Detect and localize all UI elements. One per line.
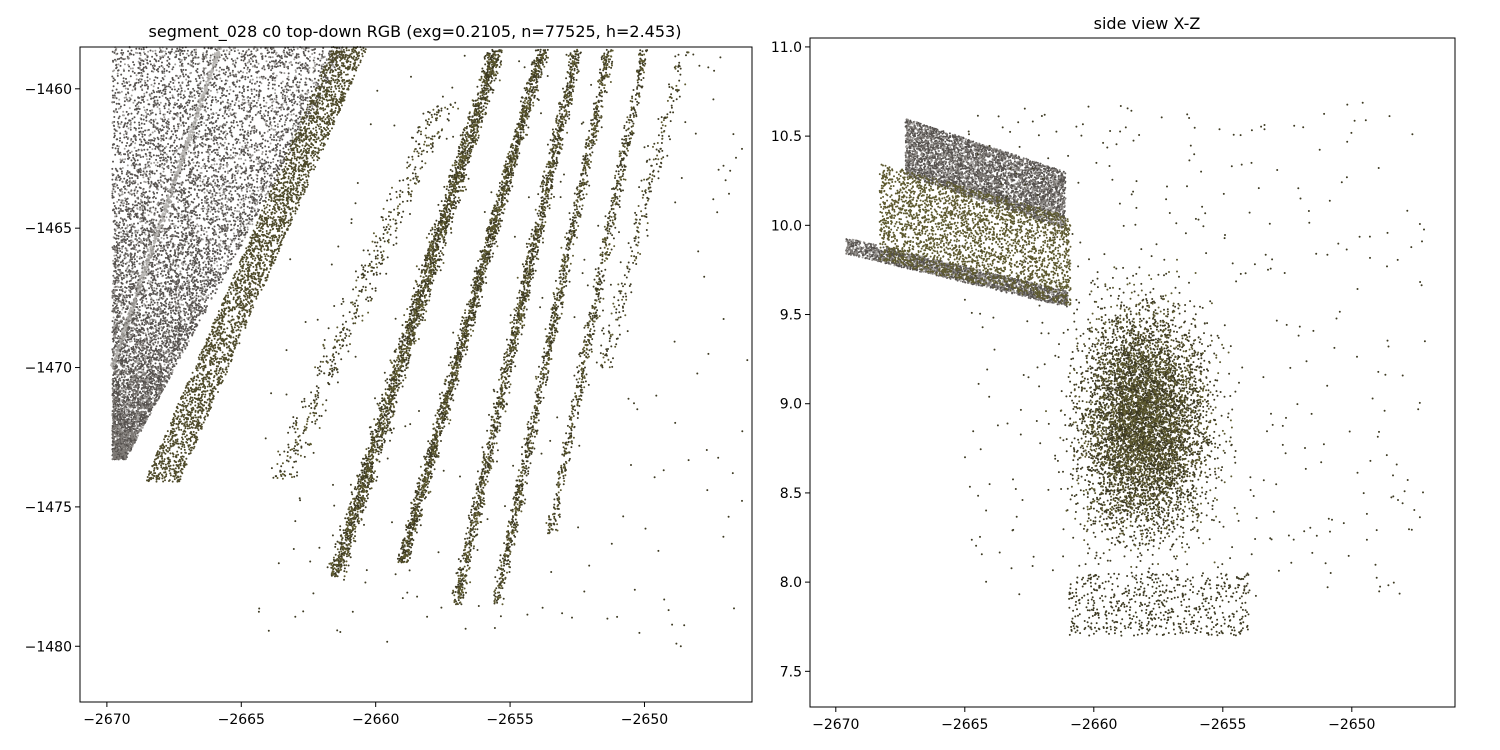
side-view-y-tick-label: 8.0: [780, 575, 802, 591]
top-down-x-tick-label: −2670: [83, 712, 130, 728]
side-view-x-tick-label: −2655: [1199, 717, 1246, 733]
top-down-y-tick-label: −1470: [25, 361, 72, 377]
side-view-point-cloud: [845, 101, 1426, 637]
edge-vegetation-points: [878, 163, 1072, 306]
vegetation-points: [257, 48, 749, 648]
top-down-y-ticks: −1460 −1465 −1470 −1475 −1480: [25, 82, 80, 655]
side-view-x-ticks: −2670 −2665 −2660 −2655 −2650: [812, 707, 1375, 733]
side-view-y-tick-label: 11.0: [771, 40, 802, 56]
side-view-y-ticks: 11.0 10.5 10.0 9.5 9.0 8.5 8.0 7.5: [771, 40, 810, 680]
vegetation-highlight-points: [276, 48, 690, 606]
top-down-title: segment_028 c0 top-down RGB (exg=0.2105,…: [149, 22, 682, 42]
top-down-x-tick-label: −2665: [218, 712, 265, 728]
tree-canopy-highlight-points: [1045, 258, 1239, 573]
top-down-plot: segment_028 c0 top-down RGB (exg=0.2105,…: [25, 22, 753, 728]
side-view-y-tick-label: 10.0: [771, 218, 802, 234]
top-down-x-ticks: −2670 −2665 −2660 −2655 −2650: [83, 702, 668, 728]
top-down-x-tick-label: −2655: [486, 712, 533, 728]
side-view-y-tick-label: 9.0: [780, 397, 802, 413]
side-view-title: side view X-Z: [1094, 14, 1201, 33]
top-down-y-tick-label: −1480: [25, 639, 72, 655]
side-view-y-tick-label: 9.5: [780, 308, 802, 324]
verge-points: [146, 46, 367, 483]
top-down-x-tick-label: −2650: [621, 712, 668, 728]
top-down-x-tick-label: −2660: [352, 712, 399, 728]
road-surface-highlight-points: [111, 46, 348, 461]
top-down-point-cloud: [109, 46, 749, 648]
top-down-y-tick-label: −1475: [25, 500, 72, 516]
side-view-x-tick-label: −2660: [1070, 717, 1117, 733]
side-view-y-tick-label: 10.5: [771, 129, 802, 145]
top-down-y-tick-label: −1460: [25, 82, 72, 98]
lane-marking-points: [109, 46, 222, 369]
side-view-x-tick-label: −2650: [1328, 717, 1375, 733]
side-view-x-tick-label: −2670: [812, 717, 859, 733]
side-view-axes-frame: [809, 37, 1456, 708]
side-view-y-tick-label: 8.5: [780, 486, 802, 502]
top-down-y-tick-label: −1465: [25, 221, 72, 237]
side-view-x-tick-label: −2665: [941, 717, 988, 733]
side-view-plot: side view X-Z −2670 −2665 −2660 −2655 −2650 …: [771, 14, 1456, 733]
side-view-y-tick-label: 7.5: [780, 664, 802, 680]
top-down-axes-frame: [79, 46, 753, 703]
